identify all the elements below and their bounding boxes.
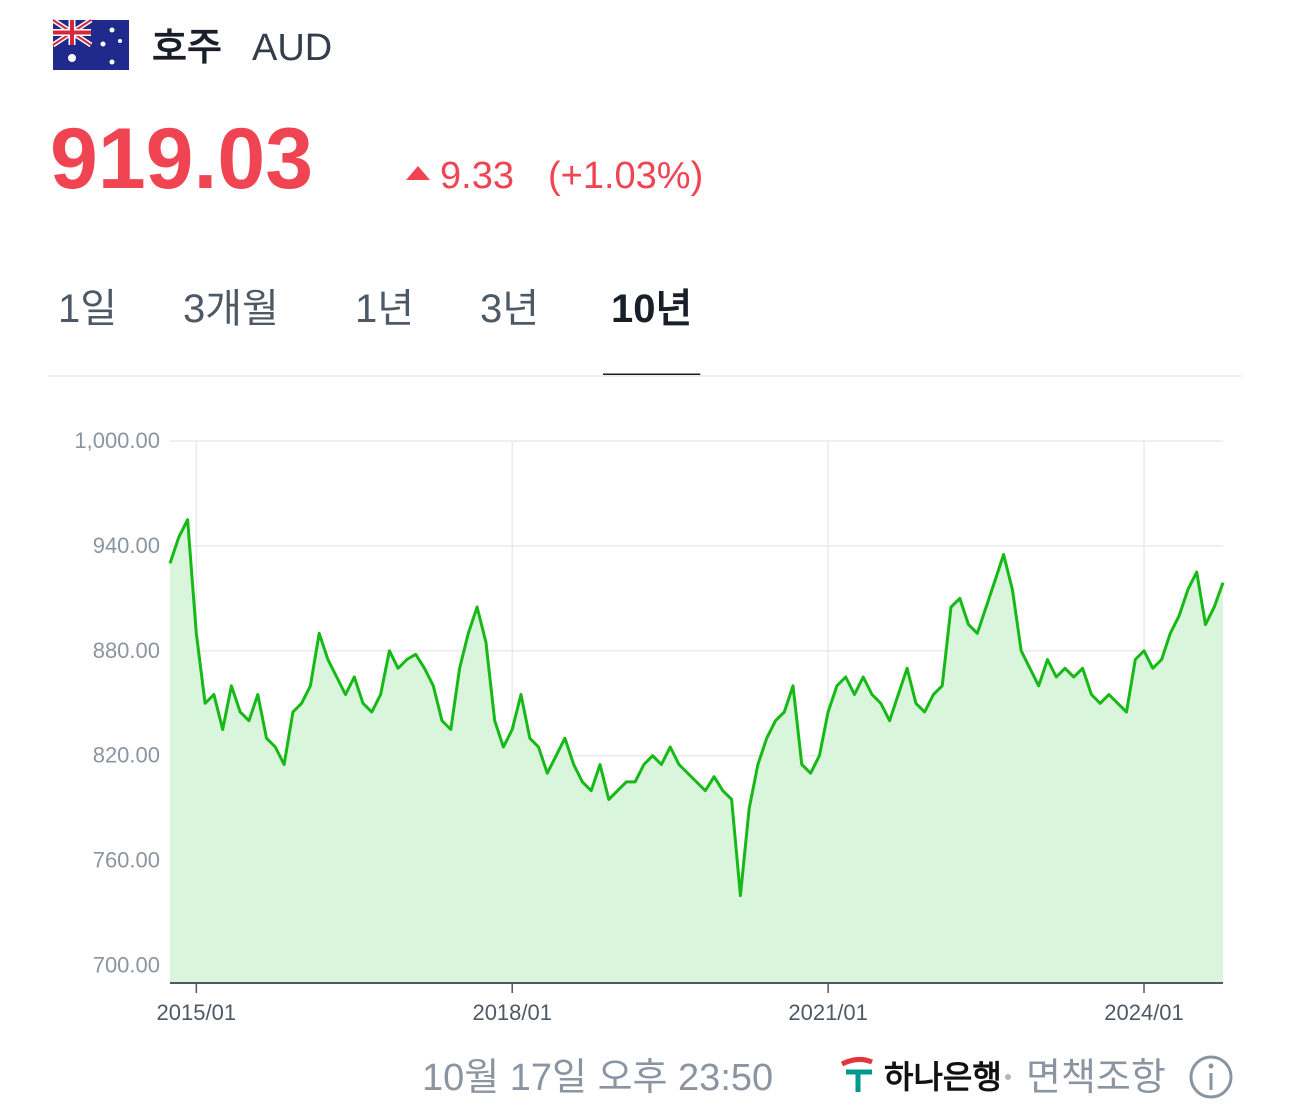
y-tick-label: 820.00 bbox=[93, 743, 160, 768]
tab[interactable]: 1일 bbox=[58, 287, 117, 331]
x-tick-label: 2021/01 bbox=[788, 1000, 868, 1025]
currency: AUD bbox=[252, 27, 332, 69]
y-tick-label: 940.00 bbox=[93, 533, 160, 558]
flag bbox=[51, 17, 129, 70]
up-arrow bbox=[406, 166, 430, 180]
tabs: 1일 3개월 1년 3년 10년 bbox=[58, 287, 701, 377]
tab[interactable]: 1년 bbox=[355, 287, 414, 331]
area bbox=[170, 519, 1223, 983]
y-tick-label: 1,000.00 bbox=[74, 428, 160, 453]
tab[interactable]: 10년 bbox=[611, 287, 692, 331]
tab[interactable]: 3년 bbox=[480, 287, 539, 331]
change-percent: (+1.03%) bbox=[548, 155, 703, 197]
info-icon[interactable] bbox=[1189, 1055, 1233, 1099]
x-tick-label: 2015/01 bbox=[157, 1000, 237, 1025]
y-tick-label: 880.00 bbox=[93, 638, 160, 663]
timestamp: 10월 17일 오후 23:50 bbox=[422, 1057, 773, 1099]
y-tick-label: 760.00 bbox=[93, 848, 160, 873]
y-tick-label: 700.00 bbox=[93, 953, 160, 978]
separator bbox=[1005, 1074, 1011, 1080]
tab[interactable]: 3개월 bbox=[183, 287, 279, 331]
provider: 하나은행 bbox=[884, 1059, 1002, 1095]
country: 호주 bbox=[152, 27, 222, 69]
line bbox=[168, 518, 1225, 898]
disclaimer[interactable]: 면책조항 bbox=[1026, 1057, 1166, 1099]
price: 919.03 bbox=[50, 111, 313, 207]
x-tick-label: 2018/01 bbox=[472, 1000, 552, 1025]
provider-logo bbox=[840, 1056, 873, 1092]
x-tick-label: 2024/01 bbox=[1104, 1000, 1184, 1025]
change: 9.33 bbox=[440, 155, 514, 197]
chart: 700.00 760.00 820.00 880.00 940.00 1,000.00 20… bbox=[74, 428, 1225, 1025]
